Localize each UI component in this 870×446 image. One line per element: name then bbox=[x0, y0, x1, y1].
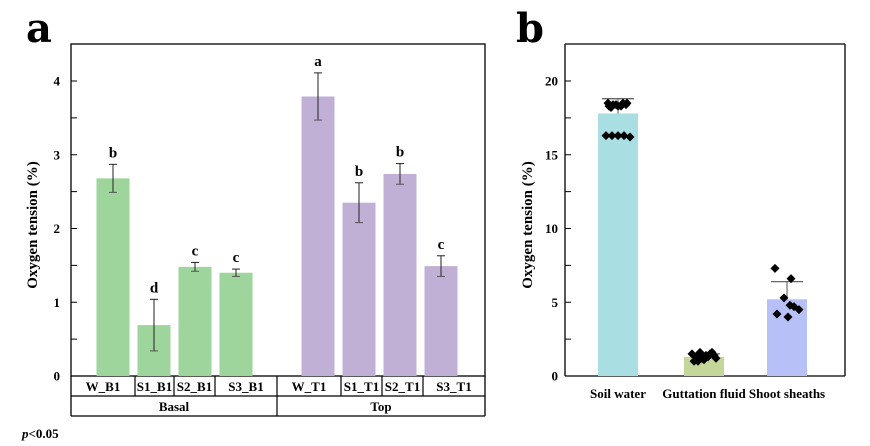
group-label-top: Top bbox=[370, 399, 391, 414]
significance-letter: a bbox=[314, 54, 322, 70]
significance-letter: c bbox=[233, 250, 240, 266]
y-tick-label-a: 3 bbox=[54, 147, 61, 162]
category-label: S2_T1 bbox=[385, 379, 420, 394]
data-point bbox=[619, 131, 629, 141]
category-label: Guttation fluid bbox=[662, 386, 746, 401]
category-label: W_B1 bbox=[86, 379, 121, 394]
panel-label-b: b bbox=[516, 5, 544, 52]
bar bbox=[178, 266, 212, 376]
data-point bbox=[601, 131, 611, 141]
category-label: S1_B1 bbox=[137, 379, 172, 394]
data-point bbox=[689, 356, 699, 366]
significance-letter: d bbox=[150, 280, 159, 296]
plot-frame-a bbox=[70, 43, 486, 377]
footnote-p: p bbox=[21, 426, 29, 441]
chart-panel-b: 0 5 10 15 20 Oxygen tension (%) Soil water Gutt… bbox=[520, 43, 846, 401]
footnote-threshold: <0.05 bbox=[29, 426, 60, 441]
y-tick-label-a: 2 bbox=[54, 221, 61, 236]
significance-letter: c bbox=[192, 243, 199, 259]
y-tick-label-b: 0 bbox=[552, 369, 559, 384]
category-label: Soil water bbox=[590, 386, 646, 401]
data-point bbox=[786, 274, 796, 284]
data-point bbox=[783, 312, 793, 322]
bar bbox=[598, 113, 638, 376]
y-tick-label-a: 1 bbox=[54, 295, 61, 310]
chart-panel-a: 0 1 2 3 4 Oxygen tension (%) b d c c a b b c W_B1 S1_B1… bbox=[25, 43, 486, 417]
data-point bbox=[789, 302, 799, 312]
data-point bbox=[622, 98, 632, 108]
data-point bbox=[625, 132, 635, 142]
significance-footnote: p<0.05 bbox=[21, 426, 59, 441]
y-tick-label-b: 5 bbox=[552, 295, 559, 310]
y-axis-title-b: Oxygen tension (%) bbox=[520, 161, 536, 289]
y-tick-label-a: 0 bbox=[54, 369, 61, 384]
significance-letter: b bbox=[109, 145, 117, 161]
y-tick-label-a: 4 bbox=[54, 74, 61, 89]
significance-letter: b bbox=[355, 164, 363, 180]
data-point bbox=[607, 131, 617, 141]
significance-letter: b bbox=[396, 145, 404, 161]
bar bbox=[424, 266, 458, 376]
y-tick-label-b: 20 bbox=[545, 74, 558, 89]
data-point bbox=[611, 100, 621, 110]
data-point bbox=[772, 309, 782, 319]
bar bbox=[383, 173, 417, 376]
bar bbox=[96, 178, 130, 376]
data-point bbox=[604, 101, 614, 111]
category-label: Shoot sheaths bbox=[749, 386, 825, 401]
bar bbox=[342, 202, 376, 376]
category-label: S2_B1 bbox=[177, 379, 212, 394]
category-label: S1_T1 bbox=[344, 379, 379, 394]
bar bbox=[219, 272, 253, 376]
y-tick-label-b: 15 bbox=[545, 147, 559, 162]
category-label: W_T1 bbox=[292, 379, 327, 394]
category-label: S3_T1 bbox=[436, 379, 471, 394]
panel-label-a: a bbox=[26, 5, 52, 52]
data-point bbox=[770, 263, 780, 273]
y-tick-label-b: 10 bbox=[545, 221, 558, 236]
significance-letter: c bbox=[438, 237, 445, 253]
data-point bbox=[779, 293, 789, 303]
category-label: S3_B1 bbox=[228, 379, 263, 394]
y-axis-title-a: Oxygen tension (%) bbox=[25, 161, 41, 289]
data-point bbox=[711, 353, 721, 363]
data-point bbox=[613, 131, 623, 141]
bar bbox=[301, 96, 335, 377]
group-label-basal: Basal bbox=[159, 399, 190, 414]
